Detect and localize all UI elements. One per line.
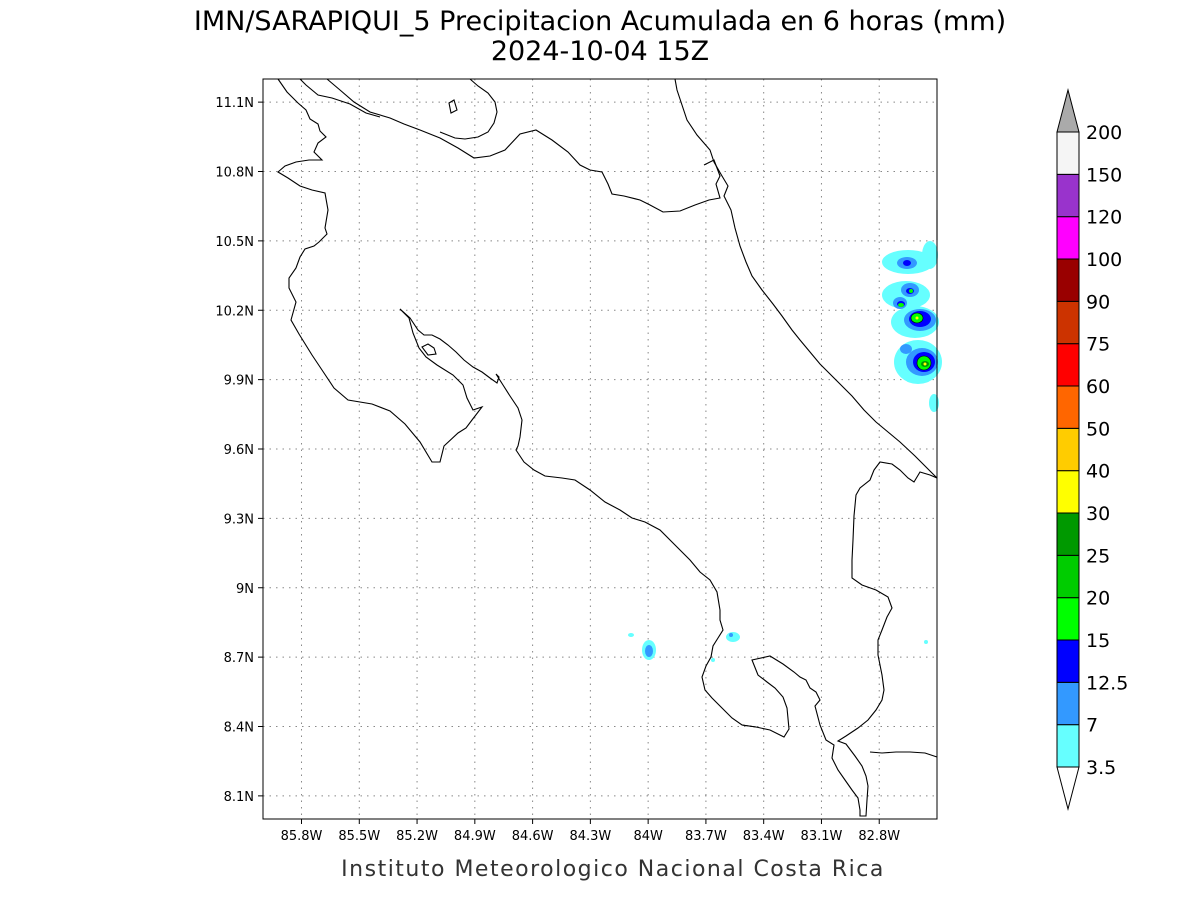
precip-cells-south [628, 632, 928, 662]
colorbar-box-30 [1056, 470, 1080, 514]
coastline-caribbean [674, 78, 938, 479]
title-line-2: 2024-10-04 15Z [491, 36, 709, 67]
lat-tick-label-2: 10.5N [215, 235, 254, 250]
colorbar-label-1: 7 [1086, 715, 1098, 737]
lon-tick-label-8: 83.4W [743, 829, 785, 844]
colorbar-label-3: 15 [1086, 630, 1110, 652]
lat-tick-label-6: 9.3N [224, 512, 254, 527]
coastline-costa-rica-north [277, 78, 484, 463]
lon-tick-label-0: 85.8W [281, 829, 323, 844]
latitude-ticks: 11.1N 10.8N 10.5N 10.2N 9.9N 9.6N 9.3N 9N 8.7N 8.… [215, 96, 263, 805]
footer-credit: Instituto Meteorologico Nacional Costa R… [341, 857, 885, 882]
lon-tick-label-6: 84W [633, 829, 663, 844]
colorbar-label-5: 25 [1086, 545, 1110, 567]
colorbar-label-15: 200 [1086, 122, 1122, 144]
colorbar-top-arrow [1056, 88, 1080, 133]
lon-tick-label-10: 82.8W [858, 829, 900, 844]
title-line-1: IMN/SARAPIQUI_5 Precipitacion Acumulada … [194, 6, 1006, 37]
colorbar-label-11: 90 [1086, 291, 1110, 313]
colorbar-box-7 [1056, 681, 1080, 726]
colorbar-box-60 [1056, 343, 1080, 387]
colorbar-box-20 [1056, 554, 1080, 599]
island-north [448, 99, 458, 114]
lat-tick-label-5: 9.6N [224, 443, 254, 458]
lat-tick-label-7: 9N [236, 582, 254, 597]
colorbar-label-14: 150 [1086, 164, 1122, 186]
colorbar-box-3.5 [1056, 724, 1080, 768]
colorbar-box-120 [1056, 173, 1080, 218]
colorbar-label-8: 50 [1086, 418, 1110, 440]
colorbar-label-4: 20 [1086, 588, 1110, 610]
colorbar-box-12.5 [1056, 639, 1080, 683]
colorbar-label-10: 75 [1086, 334, 1110, 356]
lon-tick-label-1: 85.5W [338, 829, 380, 844]
lon-tick-label-9: 83.1W [801, 829, 843, 844]
precipitation-overlay [628, 241, 942, 662]
lon-tick-label-7: 83.7W [685, 829, 727, 844]
lon-tick-label-3: 84.9W [454, 829, 496, 844]
colorbar-box-40 [1056, 427, 1080, 472]
map-background [263, 79, 937, 819]
coastline-ometepe [439, 78, 498, 140]
colorbar-box-90 [1056, 258, 1080, 302]
colorbar-label-7: 40 [1086, 461, 1110, 483]
coastline-osa [741, 461, 938, 817]
island-nicoya [421, 343, 437, 356]
colorbar-label-12: 100 [1086, 249, 1122, 271]
colorbar-label-6: 30 [1086, 503, 1110, 525]
lat-tick-label-4: 9.9N [224, 374, 254, 389]
colorbar-box-75 [1056, 300, 1080, 345]
lat-tick-label-9: 8.4N [224, 721, 254, 736]
colorbar-label-13: 120 [1086, 207, 1122, 229]
coastline-panama [869, 751, 938, 758]
lon-tick-label-4: 84.6W [512, 829, 554, 844]
colorbar-box-50 [1056, 385, 1080, 429]
colorbar-label-0: 3.5 [1086, 757, 1116, 779]
lat-tick-label-8: 8.7N [224, 651, 254, 666]
coastline-nicaragua-shore [299, 78, 381, 118]
lat-tick-label-0: 11.1N [215, 96, 254, 111]
coastlines [277, 78, 938, 817]
lon-tick-label-2: 85.2W [396, 829, 438, 844]
longitude-ticks: 85.8W 85.5W 85.2W 84.9W 84.6W 84.3W 84W 83.7W 83… [281, 819, 900, 844]
colorbar-box-100 [1056, 216, 1080, 260]
colorbar-box-150 [1056, 131, 1080, 175]
colorbar-box-25 [1056, 512, 1080, 556]
coastline-nicoya-gulf [399, 308, 757, 728]
map-panel: 85.8W 85.5W 85.2W 84.9W 84.6W 84.3W 84W 83.7W 83… [215, 78, 942, 844]
colorbar-label-9: 60 [1086, 376, 1110, 398]
lat-tick-label-1: 10.8N [215, 166, 254, 181]
colorbar-bottom-arrow [1056, 766, 1080, 811]
colorbar-box-15 [1056, 597, 1080, 641]
lon-tick-label-5: 84.3W [569, 829, 611, 844]
lat-tick-label-10: 8.1N [224, 790, 254, 805]
coastline-nicaragua-lake [326, 78, 721, 213]
colorbar-label-2: 12.5 [1086, 672, 1128, 694]
colorbar: 3.5 7 12.5 15 20 25 30 40 50 60 75 90 100 120 150 200 [1056, 88, 1128, 811]
precip-band-caribbean [882, 241, 942, 412]
lat-tick-label-3: 10.2N [215, 304, 254, 319]
